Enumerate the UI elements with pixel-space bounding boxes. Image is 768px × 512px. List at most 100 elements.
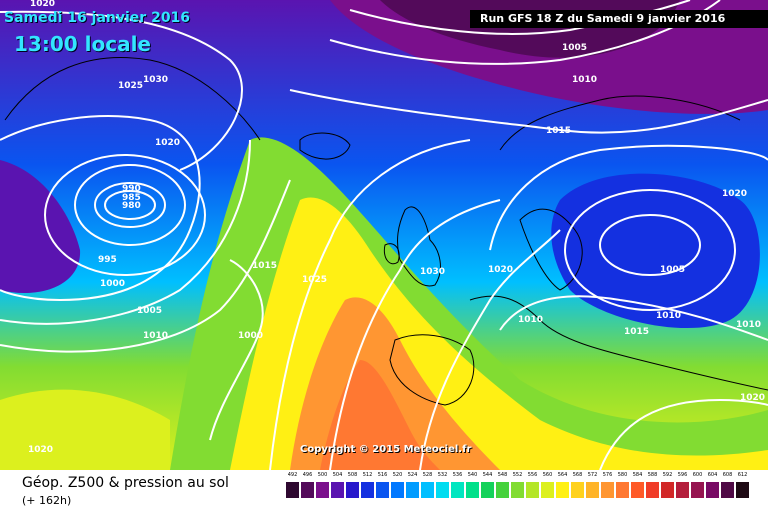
legend-swatch: [691, 482, 704, 498]
isobar-label: 1020: [740, 393, 765, 403]
legend-swatch: [631, 482, 644, 498]
isobar-label: 1015: [252, 261, 277, 271]
isobar-label: 1025: [302, 275, 327, 285]
legend-swatch: [616, 482, 629, 498]
legend-swatch: [541, 482, 554, 498]
legend-swatch: [376, 482, 389, 498]
forecast-hour: (+ 162h): [22, 494, 72, 507]
legend-label: 612: [737, 472, 748, 478]
legend-label: 496: [302, 472, 313, 478]
legend-swatch: [661, 482, 674, 498]
isobar-label: 1000: [238, 331, 263, 341]
legend-label: 560: [542, 472, 553, 478]
legend-swatch: [421, 482, 434, 498]
legend-label: 508: [347, 472, 358, 478]
legend-label: 596: [677, 472, 688, 478]
legend-swatch: [331, 482, 344, 498]
isobar: [0, 139, 251, 325]
isobar: [289, 89, 768, 134]
isobar-label: 1010: [572, 75, 597, 85]
legend-label: 576: [602, 472, 613, 478]
legend-label: 572: [587, 472, 598, 478]
isobar: [104, 190, 156, 220]
legend-swatch: [466, 482, 479, 498]
isobar: [269, 139, 471, 470]
legend-label: 552: [512, 472, 523, 478]
isobar-labels: 1020 1030 1025 1020 990 985 980 995 1000…: [28, 0, 765, 455]
legend-label: 568: [572, 472, 583, 478]
forecast-map: 1020 1030 1025 1020 990 985 980 995 1000…: [0, 0, 768, 470]
isobar-label: 1020: [30, 0, 55, 9]
legend-label: 608: [722, 472, 733, 478]
legend-swatch: [301, 482, 314, 498]
isobar: [419, 229, 561, 470]
legend-swatch: [646, 482, 659, 498]
map-footer: Géop. Z500 & pression au sol (+ 162h) 49…: [0, 470, 768, 512]
legend-label: 564: [557, 472, 568, 478]
legend-swatch: [316, 482, 329, 498]
legend-swatch: [676, 482, 689, 498]
isobar: [489, 144, 768, 251]
forecast-date: Samedi 16 janvier 2016: [4, 10, 191, 26]
model-run-label: Run GFS 18 Z du Samedi 9 janvier 2016: [470, 10, 768, 28]
legend-label: 584: [632, 472, 643, 478]
isobar-label: 1030: [420, 267, 445, 277]
legend-swatch: [721, 482, 734, 498]
isobar: [599, 214, 701, 276]
coastlines: [4, 57, 768, 406]
legend-swatch: [601, 482, 614, 498]
isobar-label: 1005: [562, 43, 587, 53]
legend-swatch: [361, 482, 374, 498]
legend-swatch: [706, 482, 719, 498]
legend-label: 516: [377, 472, 388, 478]
legend-label: 536: [452, 472, 463, 478]
legend-label: 580: [617, 472, 628, 478]
legend-swatch: [451, 482, 464, 498]
legend-swatch: [346, 482, 359, 498]
isobar-label: 1020: [722, 189, 747, 199]
isobar-label: 1000: [100, 279, 125, 289]
legend-swatch: [496, 482, 509, 498]
field-title: Géop. Z500 & pression au sol: [22, 475, 229, 491]
isobar-label: 1005: [660, 265, 685, 275]
legend-label: 500: [317, 472, 328, 478]
copyright-notice: Copyright © 2015 Meteociel.fr: [300, 444, 472, 455]
isobar-label: 1005: [137, 306, 162, 316]
isobar-label: 985: [122, 193, 141, 203]
legend-swatch: [511, 482, 524, 498]
isobar-label: 1010: [143, 331, 168, 341]
legend-label: 592: [662, 472, 673, 478]
isobar: [564, 189, 736, 311]
legend-swatch: [586, 482, 599, 498]
isobar: [499, 295, 768, 341]
isobar-label: 1030: [143, 75, 168, 85]
isobar-label: 1010: [518, 315, 543, 325]
legend-swatch: [571, 482, 584, 498]
isobar-label: 980: [122, 201, 141, 211]
isobar-label: 1020: [28, 445, 53, 455]
isobar-label: 1025: [118, 81, 143, 91]
legend-label: 556: [527, 472, 538, 478]
color-legend: 492 496 500 504 508 512 516 520 524 528 532 536 540 5…: [286, 472, 754, 508]
isobar-label: 990: [122, 184, 141, 194]
isobar: [94, 182, 166, 228]
legend-label: 588: [647, 472, 658, 478]
legend-swatch: [436, 482, 449, 498]
isobar-label: 1015: [546, 126, 571, 136]
forecast-local-time: 13:00 locale: [14, 32, 151, 56]
legend-label: 504: [332, 472, 343, 478]
z500-low-west: [0, 160, 81, 294]
isobar: [329, 199, 501, 470]
isobar-label: 1010: [736, 320, 761, 330]
z500-south-west: [0, 389, 170, 470]
isobar: [44, 154, 206, 276]
isobar-label: 1020: [155, 138, 180, 148]
legend-swatch: [406, 482, 419, 498]
legend-label: 492: [287, 472, 298, 478]
legend-label: 528: [422, 472, 433, 478]
isobar: [74, 164, 186, 246]
legend-swatch: [736, 482, 749, 498]
legend-label: 548: [497, 472, 508, 478]
isobar: [0, 115, 201, 302]
isobar: [209, 259, 264, 441]
